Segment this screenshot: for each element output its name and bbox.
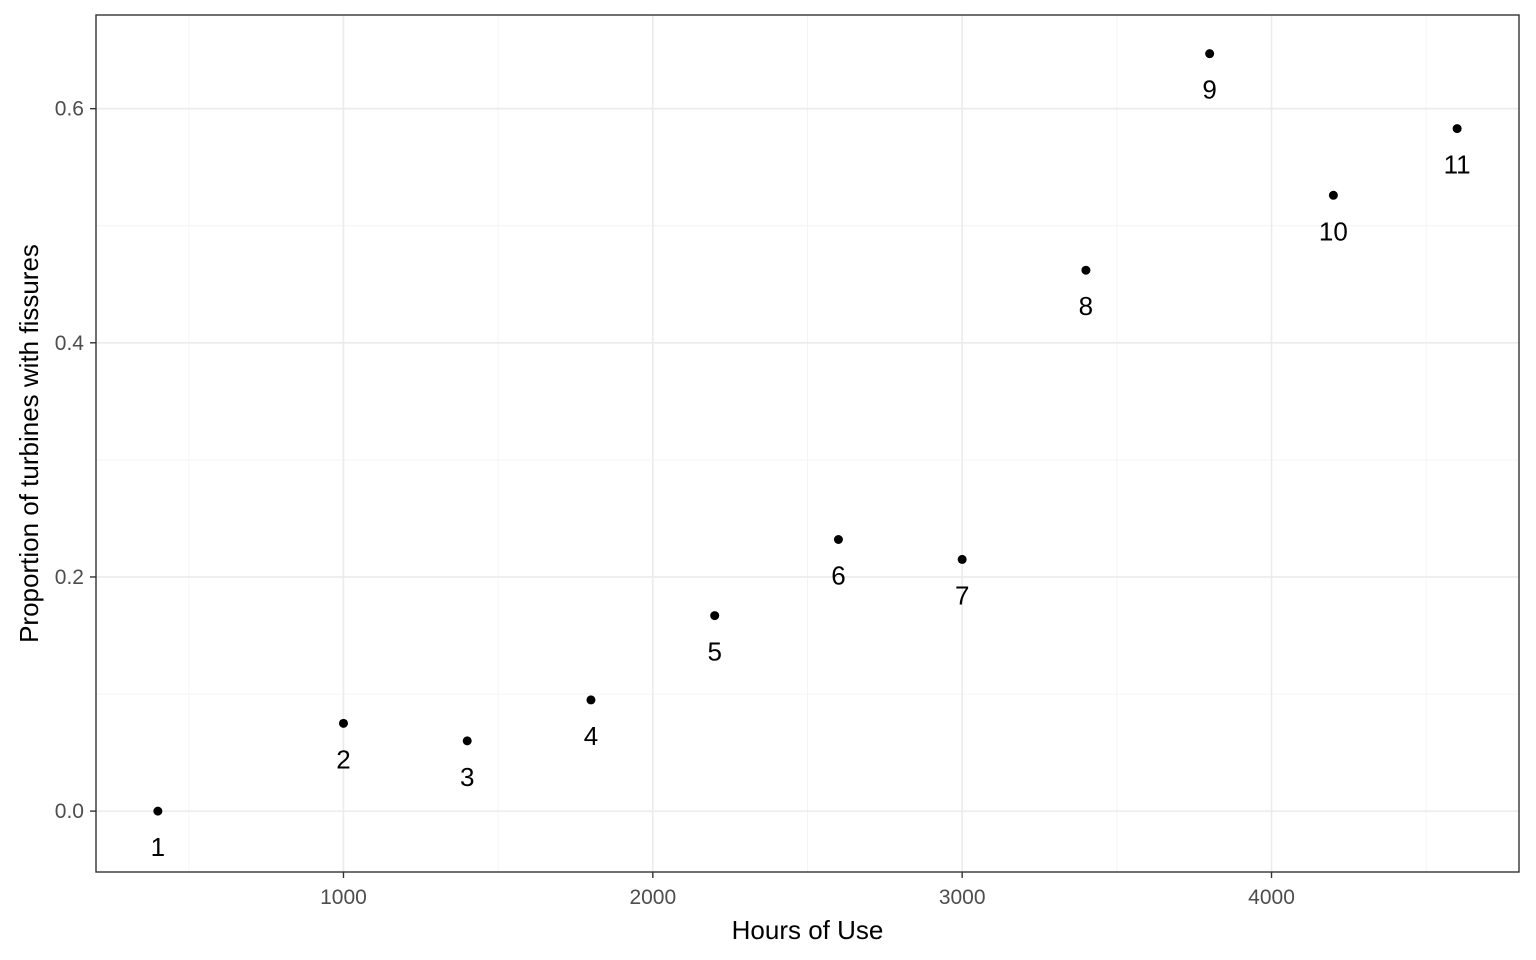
- point-label: 4: [584, 721, 598, 751]
- y-tick-label: 0.2: [55, 566, 84, 589]
- point-label: 3: [460, 762, 474, 792]
- point-label: 8: [1079, 291, 1093, 321]
- data-point: [958, 555, 967, 564]
- data-point: [153, 807, 162, 816]
- data-point: [463, 736, 472, 745]
- point-label: 7: [955, 580, 969, 610]
- x-tick-label: 1000: [320, 886, 367, 909]
- point-label: 11: [1444, 150, 1471, 180]
- point-label: 5: [707, 637, 721, 667]
- x-axis-title: Hours of Use: [732, 915, 884, 945]
- data-point: [586, 695, 595, 704]
- point-label: 10: [1319, 216, 1348, 246]
- data-point: [834, 535, 843, 544]
- data-point: [1081, 266, 1090, 275]
- y-tick-label: 0.6: [55, 98, 84, 121]
- x-tick-label: 3000: [939, 886, 986, 909]
- data-point: [1453, 124, 1462, 133]
- point-label: 6: [831, 561, 845, 591]
- y-axis-title: Proportion of turbines with fissures: [14, 244, 44, 643]
- point-label: 2: [336, 744, 350, 774]
- y-tick-label: 0.0: [55, 800, 84, 823]
- point-label: 1: [151, 832, 165, 862]
- data-point: [1205, 49, 1214, 58]
- data-point: [339, 719, 348, 728]
- data-point: [710, 611, 719, 620]
- x-tick-label: 4000: [1248, 886, 1295, 909]
- point-label: 9: [1202, 75, 1216, 105]
- x-tick-label: 2000: [629, 886, 676, 909]
- y-tick-label: 0.4: [55, 332, 85, 355]
- data-point: [1329, 191, 1338, 200]
